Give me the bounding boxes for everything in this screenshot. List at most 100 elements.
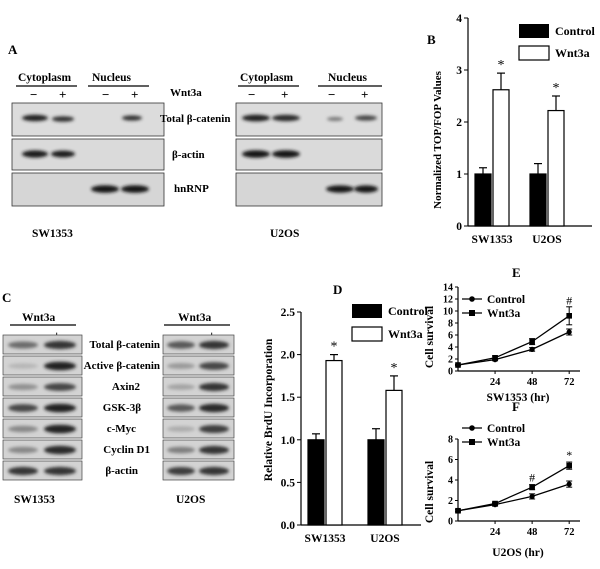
b-bar (474, 173, 492, 227)
f-ytick-label: 4 (448, 476, 453, 487)
f-ytick-label: 8 (448, 435, 453, 446)
d-bar (367, 439, 385, 526)
c-u2os-band (167, 384, 195, 390)
b-significance-mark: * (553, 81, 560, 96)
f-ytick-label: 6 (448, 455, 453, 466)
e-point (492, 355, 498, 361)
c-sw-band (44, 361, 76, 371)
d-category-label: U2OS (370, 533, 399, 545)
d-ylabel: Relative BrdU Incorporation (263, 338, 275, 481)
c-u2os-blot-strip (162, 334, 235, 355)
c-cellline-u2os: U2OS (176, 494, 205, 506)
c-u2os-band (199, 445, 229, 455)
e-xtick-label: 48 (527, 377, 538, 388)
e-ytick-label: 0 (448, 367, 453, 378)
sw-plus-1: + (59, 87, 66, 102)
d-ytick-label: 2.0 (281, 350, 296, 362)
f-point (455, 507, 461, 514)
sw-minus-1: − (30, 87, 37, 102)
panel-c-blots (2, 334, 235, 481)
u2os-minus-1: − (248, 87, 255, 102)
c-sw-band (8, 363, 38, 369)
sw-cytoplasm-label: Cytoplasm (18, 72, 71, 84)
c-u2os-band (199, 403, 229, 413)
panel-a: A Cytoplasm Nucleus − + − + Wnt3a Total (8, 42, 383, 240)
sw1353-blot-bactin (11, 138, 165, 171)
u2os-plus-1: + (281, 87, 288, 102)
e-ytick-label: 8 (448, 319, 453, 330)
chart-d: 0.0 0.5 1.0 1.5 2.0 2.5 * SW1353 * U2OS (281, 307, 421, 545)
c-u2os-blot-strip (162, 418, 235, 439)
c-sw-band (8, 383, 38, 391)
c-u2os-blot-strip (162, 376, 235, 397)
b-bar (547, 109, 565, 227)
c-sw-band (44, 466, 76, 476)
f-ylabel: Cell survival (424, 461, 436, 523)
c-u2os-band (167, 341, 195, 349)
b-ytick-label: 0 (456, 221, 462, 233)
c-u2os-band (199, 466, 229, 476)
e-ytick-label: 14 (443, 283, 453, 294)
u2os-blot-bactin (235, 138, 383, 171)
b-category-label: U2OS (532, 234, 561, 246)
c-u2os-band (167, 426, 195, 432)
e-point (455, 362, 461, 368)
c-sw-band (8, 446, 38, 454)
f-point (529, 493, 535, 499)
f-series-line (457, 465, 570, 512)
f-annotation: # (529, 471, 535, 485)
b-category-label: SW1353 (472, 234, 513, 246)
e-xlabel: SW1353 (hr) (487, 392, 550, 404)
panel-e: E Cell survival SW1353 (hr) 024681012142… (424, 265, 580, 404)
c-sw-band (44, 424, 76, 434)
b-legend-swatch-control (519, 24, 549, 38)
d-ytick-label: 2.5 (281, 307, 296, 319)
b-bar (492, 89, 510, 227)
c-u2os-wnt3a-label: Wnt3a (178, 312, 211, 324)
f-annotation: * (566, 448, 572, 462)
e-point (566, 313, 572, 319)
a-row-total-bcatenin: Total β-catenin (160, 113, 230, 125)
u2os-blot-total-bcatenin (235, 102, 383, 137)
b-ytick-label: 4 (456, 13, 462, 25)
c-sw-band (44, 445, 76, 455)
u2os-blot-hnrnp (235, 172, 383, 207)
u2os-nucleus-label: Nucleus (328, 72, 368, 84)
c-row-active-bcatenin: Active β-catenin (84, 360, 160, 372)
c-u2os-band (167, 363, 195, 369)
sw1353-blot-hnrnp (11, 172, 165, 207)
d-legend-wnt3a: Wnt3a (388, 327, 423, 341)
c-sw-band (44, 403, 76, 413)
u2os-plus-2: + (361, 87, 368, 102)
u2os-cytoplasm-label: Cytoplasm (240, 72, 293, 84)
f-xtick-label: 72 (564, 527, 575, 538)
e-legend-wnt3a: Wnt3a (487, 308, 520, 320)
c-row-bactin: β-actin (105, 465, 138, 477)
u2os-minus-2: − (328, 87, 335, 102)
b-bar (529, 173, 547, 227)
panel-b: B Normalized TOP/FOP Values 0 1 2 3 4 * SW1353… (427, 13, 595, 246)
b-ytick-label: 3 (456, 65, 462, 77)
c-u2os-band (199, 340, 229, 350)
c-u2os-band (199, 362, 229, 370)
f-series-line (457, 483, 570, 512)
a-cellline-sw1353: SW1353 (32, 228, 73, 240)
panel-a-letter: A (8, 42, 18, 57)
e-point (529, 338, 535, 345)
e-point (566, 329, 572, 335)
c-sw-band (44, 383, 76, 391)
panel-f-letter: F (512, 399, 520, 414)
c-sw-band (8, 425, 38, 433)
c-sw-band (8, 404, 38, 412)
c-cellline-sw1353: SW1353 (14, 494, 55, 506)
c-row-total-bcatenin: Total β-catenin (90, 339, 160, 351)
e-annotation: # (566, 293, 572, 307)
d-legend-swatch-control (352, 304, 382, 318)
e-ytick-label: 10 (443, 307, 453, 318)
c-u2os-blot-strip (162, 355, 235, 376)
c-sw-band (8, 341, 38, 349)
a-row-hnrnp: hnRNP (174, 183, 209, 195)
e-xtick-label: 72 (564, 377, 575, 388)
